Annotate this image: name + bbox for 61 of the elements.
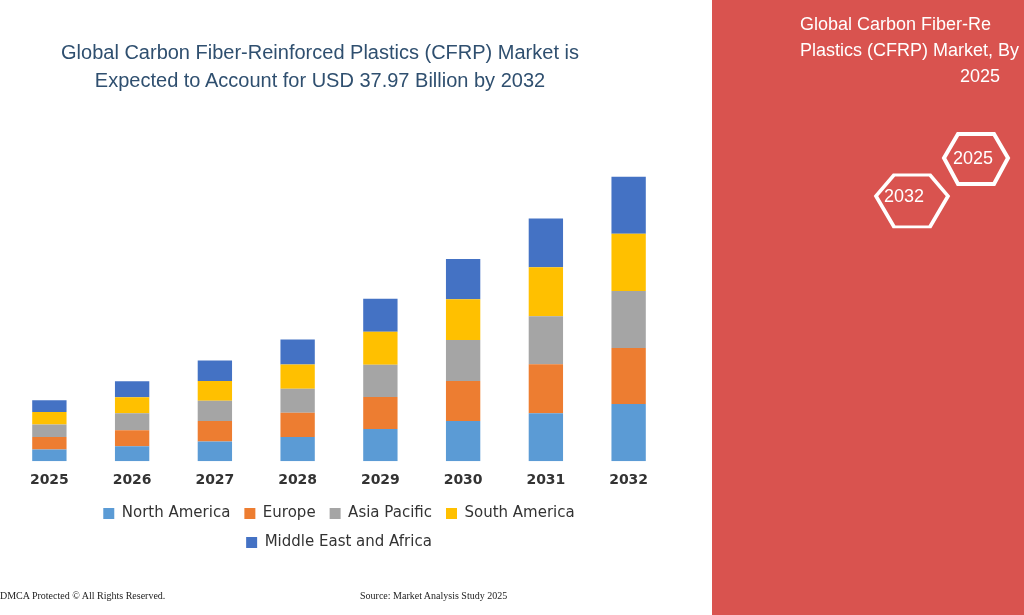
legend-label: North America — [121, 503, 231, 522]
text: 2032 — [884, 186, 925, 207]
bar — [611, 290, 646, 349]
bar — [280, 388, 315, 413]
bar — [528, 267, 564, 317]
x-tick-label: 2028 — [278, 471, 318, 488]
x-tick-label: 2025 — [29, 471, 69, 488]
bar — [197, 381, 233, 401]
text: 2025 — [953, 148, 994, 169]
bar — [528, 413, 564, 462]
bar — [363, 298, 398, 332]
bar — [32, 400, 67, 413]
bar — [363, 364, 398, 397]
x-tick-label: 2030 — [443, 471, 483, 488]
bar — [280, 364, 315, 389]
bar — [445, 340, 481, 382]
bar — [32, 412, 67, 425]
bar — [363, 429, 398, 462]
bar — [445, 421, 481, 462]
bar — [197, 400, 233, 422]
text: Plastics (CFRP) Market, By — [800, 40, 1020, 61]
bar — [114, 446, 150, 462]
x-tick-label: 2031 — [526, 471, 566, 488]
bar — [32, 424, 67, 438]
legend-label: Middle East and Africa — [264, 532, 432, 551]
legend-label: Asia Pacific — [348, 503, 433, 522]
bar — [32, 437, 67, 450]
bar — [363, 331, 398, 365]
x-tick-label: 2027 — [195, 471, 235, 488]
legend-label: Europe — [262, 503, 316, 522]
bar — [528, 316, 564, 365]
x-tick-label: 2029 — [360, 471, 400, 488]
bar — [280, 339, 315, 365]
bar — [363, 396, 398, 430]
bar — [197, 441, 233, 462]
bar — [611, 233, 646, 291]
x-tick-label: 2026 — [112, 471, 152, 488]
bar — [611, 404, 646, 462]
bar — [445, 381, 481, 422]
bar — [197, 360, 233, 382]
chart-title: Global Carbon Fiber-Reinforced Plastics (CFRP) Market is Expected to Account for USD 37.97 Billion by 2032 — [60, 40, 580, 93]
text: Global Carbon Fiber-Re — [800, 14, 992, 35]
bar — [445, 259, 481, 300]
text: DMCA Protected © All Rights Reserved. — [0, 590, 166, 601]
bar — [197, 421, 233, 442]
bar — [114, 397, 150, 414]
bar — [528, 218, 564, 268]
bar — [114, 430, 150, 447]
legend-label: South America — [464, 503, 575, 522]
source-note: Source: Market Analysis Study 2025 — [360, 590, 508, 601]
bar — [280, 412, 315, 438]
text: 2025 — [960, 66, 1001, 87]
bar — [32, 449, 67, 462]
bar — [445, 299, 481, 341]
x-tick-label: 2032 — [609, 471, 649, 488]
bar — [114, 413, 150, 431]
bar — [280, 437, 315, 462]
bar — [611, 348, 646, 405]
bar — [611, 176, 646, 234]
bar — [528, 364, 564, 414]
bar — [114, 381, 150, 398]
